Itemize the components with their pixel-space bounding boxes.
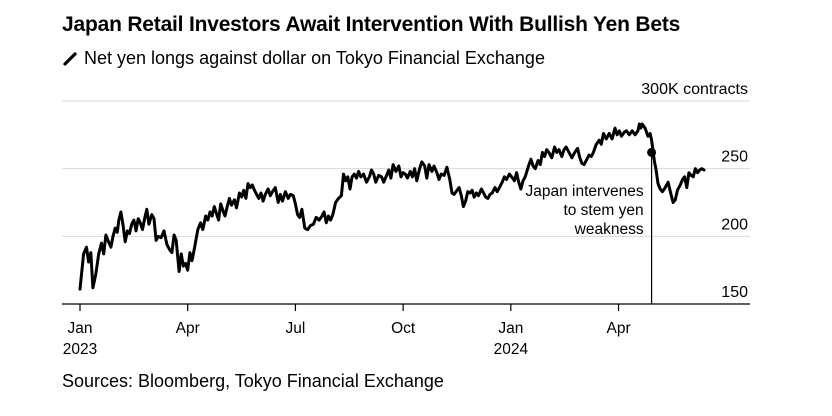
x-tick-label: Apr bbox=[176, 320, 200, 337]
x-tick-label: Jan bbox=[68, 320, 93, 337]
y-tick-label: 200 bbox=[721, 216, 748, 233]
x-tick-year-label: 2023 bbox=[63, 341, 97, 358]
chart-title: Japan Retail Investors Await Interventio… bbox=[62, 13, 681, 36]
series-line-net-yen-longs bbox=[78, 122, 706, 291]
y-tick-label: 300K contracts bbox=[641, 81, 748, 98]
y-tick-label: 150 bbox=[721, 284, 748, 301]
x-tick-label: Jul bbox=[286, 320, 306, 337]
annotation-text-line: to stem yen bbox=[563, 202, 643, 219]
x-tick-label: Jan bbox=[498, 320, 523, 337]
legend-label: Net yen longs against dollar on Tokyo Fi… bbox=[84, 48, 545, 68]
y-tick-label: 250 bbox=[721, 149, 748, 166]
annotation-text-line: weakness bbox=[574, 221, 644, 238]
legend-line-icon bbox=[63, 51, 77, 66]
annotation-text-line: Japan intervenes bbox=[526, 183, 644, 200]
x-tick-year-label: 2024 bbox=[494, 341, 529, 358]
source-note: Sources: Bloomberg, Tokyo Financial Exch… bbox=[62, 371, 444, 391]
x-tick-label: Apr bbox=[606, 320, 630, 337]
intervention-marker bbox=[647, 147, 657, 157]
x-tick-label: Oct bbox=[391, 320, 416, 337]
legend: Net yen longs against dollar on Tokyo Fi… bbox=[62, 48, 545, 69]
